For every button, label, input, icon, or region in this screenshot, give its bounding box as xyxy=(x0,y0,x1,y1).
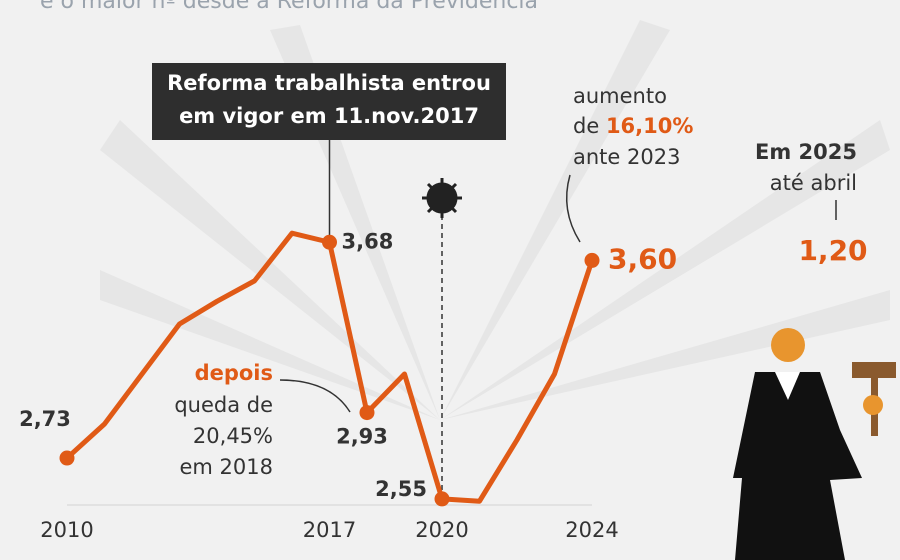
annotation-text: Reforma trabalhista entrou xyxy=(167,71,491,95)
annotation-text: depois xyxy=(195,361,273,385)
annotation-text: até abril xyxy=(770,171,857,195)
point xyxy=(434,491,450,507)
annotation-text: 16,10% xyxy=(606,114,693,138)
x-tick-label: 2017 xyxy=(303,518,356,542)
point xyxy=(584,252,600,268)
annotation-text: de 16,10% xyxy=(573,114,693,138)
x-tick-label: 2010 xyxy=(40,518,93,542)
annotation-text: 20,45% xyxy=(193,424,273,448)
annotation-box xyxy=(152,63,506,140)
annotation-text: de xyxy=(573,114,606,138)
arrow xyxy=(279,379,351,413)
line xyxy=(65,230,595,504)
x-tick-label: 2020 xyxy=(415,518,468,542)
rays xyxy=(100,20,890,420)
point xyxy=(359,405,375,421)
data-label: 2,93 xyxy=(336,425,388,449)
point xyxy=(59,450,75,466)
annotation-text: queda de xyxy=(174,393,273,417)
x-tick-label: 2024 xyxy=(565,518,618,542)
annotation-text: em vigor em 11.nov.2017 xyxy=(179,104,479,128)
annotation-text: aumento xyxy=(573,84,667,108)
arrow xyxy=(565,174,581,243)
data-label: 2,55 xyxy=(375,477,427,501)
point xyxy=(322,234,337,250)
annotation-text: Em 2025 xyxy=(755,140,857,164)
virus-icon xyxy=(422,178,462,218)
subtitle: e o maior nº desde a Reforma da Previdên… xyxy=(40,0,538,14)
data-label: 3,68 xyxy=(342,229,394,253)
annotation-text: em 2018 xyxy=(180,455,274,479)
annotation-value: 1,20 xyxy=(798,234,867,267)
data-label: 2,73 xyxy=(19,407,71,431)
annotation-text: ante 2023 xyxy=(573,145,680,169)
judge-illustration xyxy=(733,328,896,560)
data-label: 3,60 xyxy=(608,242,677,275)
